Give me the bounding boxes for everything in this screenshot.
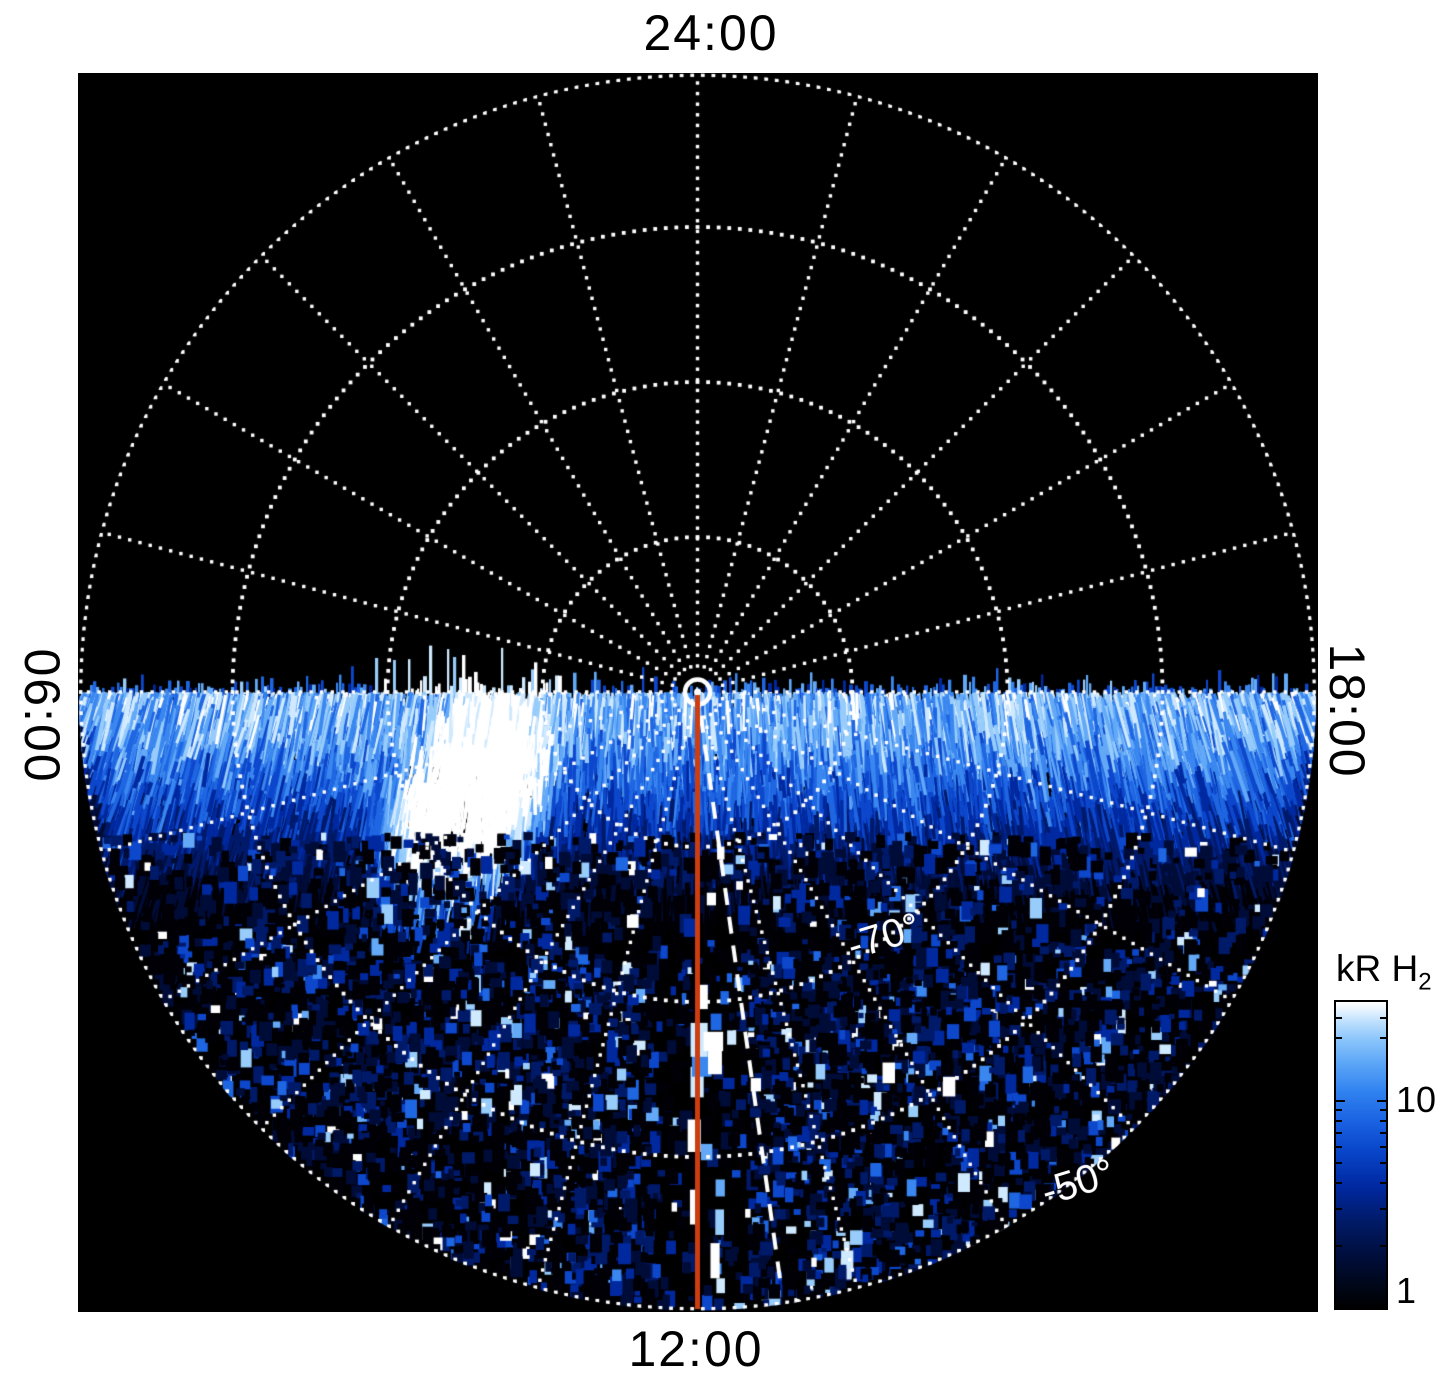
colorbar-tick	[1336, 1145, 1342, 1148]
colorbar-tick-label: 10	[1396, 1078, 1437, 1120]
colorbar-tick	[1336, 1109, 1342, 1112]
colorbar-tick	[1336, 1017, 1342, 1020]
colorbar-tick	[1380, 1119, 1386, 1122]
colorbar-title-main: kR H	[1336, 948, 1419, 989]
colorbar-tick	[1336, 1208, 1342, 1211]
colorbar-tick	[1380, 1109, 1386, 1112]
colorbar-tick	[1380, 1037, 1386, 1040]
colorbar-tick	[1380, 1145, 1386, 1148]
local-time-label-midnight: 24:00	[643, 5, 779, 61]
local-time-label-noon: 12:00	[628, 1321, 764, 1377]
colorbar-tick-label: 1	[1396, 1270, 1417, 1311]
colorbar-bar	[1334, 1000, 1388, 1310]
polar-heatmap-canvas	[78, 73, 1318, 1312]
colorbar-tick	[1377, 1099, 1386, 1102]
colorbar-tick	[1380, 1208, 1386, 1211]
colorbar-tick	[1380, 1131, 1386, 1134]
colorbar-tick	[1380, 1182, 1386, 1185]
colorbar-tick	[1336, 1182, 1342, 1185]
colorbar-tick	[1336, 1131, 1342, 1134]
colorbar-tick	[1380, 1244, 1386, 1247]
local-time-label-dawn: 06:00	[14, 648, 70, 784]
plot-area: -70° -50°	[78, 73, 1318, 1312]
colorbar-title-subscript: 2	[1418, 968, 1432, 996]
local-time-label-dusk: 18:00	[1319, 643, 1375, 779]
colorbar-tick	[1380, 1017, 1386, 1020]
colorbar-tick	[1336, 1099, 1345, 1102]
colorbar-title: kR H2	[1336, 948, 1432, 996]
colorbar: kR H2 10 1	[1330, 948, 1447, 1348]
colorbar-tick	[1380, 1162, 1386, 1165]
colorbar-tick	[1336, 1037, 1342, 1040]
colorbar-tick	[1336, 1119, 1342, 1122]
colorbar-tick	[1336, 1162, 1342, 1165]
colorbar-tick	[1336, 1244, 1342, 1247]
